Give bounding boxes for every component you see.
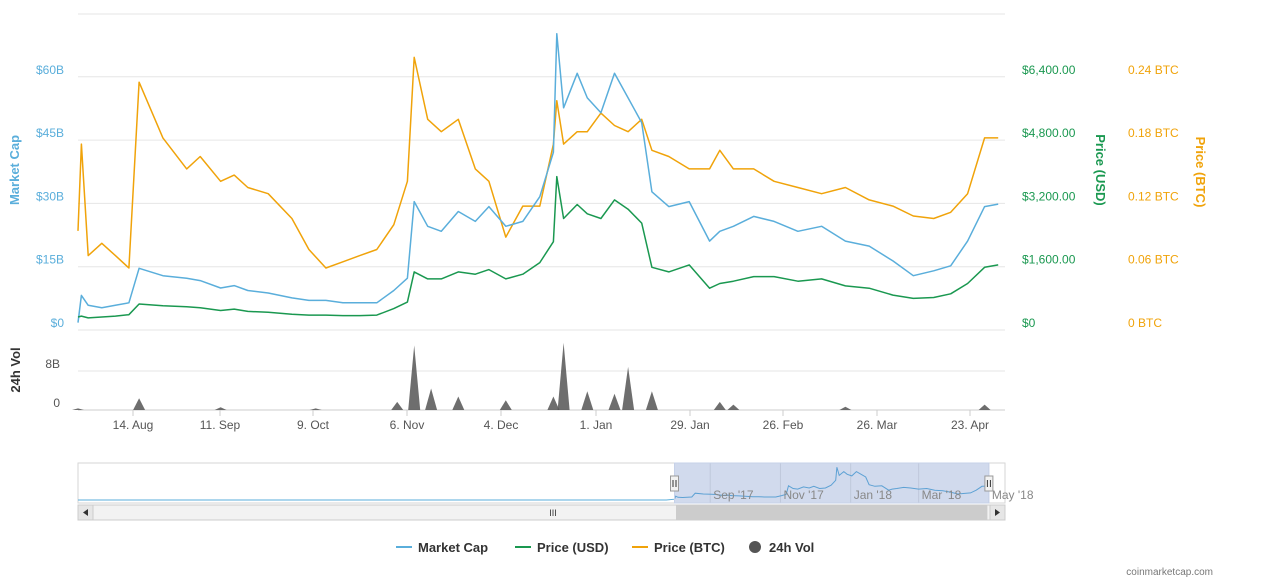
price-usd-axis: $0 $1,600.00 $3,200.00 $4,800.00 $6,400.00 bbox=[1022, 63, 1076, 330]
range-navigator[interactable]: Sep '17 Nov '17 Jan '18 Mar '18 May '18 bbox=[77, 462, 1034, 504]
price-btc-tick-label: 0.24 BTC bbox=[1128, 63, 1179, 77]
arrow-left-icon bbox=[83, 509, 88, 516]
navigator-label: Sep '17 bbox=[713, 488, 754, 502]
price-btc-tick-label: 0 BTC bbox=[1128, 316, 1162, 330]
volume-bar bbox=[133, 398, 146, 410]
market-cap-tick-label: $15B bbox=[36, 253, 64, 267]
legend-item-price-btc[interactable]: Price (BTC) bbox=[632, 540, 725, 555]
market-cap-tick-label: $60B bbox=[36, 63, 64, 77]
volume-axis-title: 24h Vol bbox=[8, 347, 23, 392]
price-btc-tick-label: 0.06 BTC bbox=[1128, 253, 1179, 267]
x-tick-label: 9. Oct bbox=[297, 418, 330, 432]
scrollbar[interactable]: III bbox=[77, 504, 1006, 521]
volume-bar bbox=[309, 408, 322, 410]
legend: Market Cap Price (USD) Price (BTC) 24h V… bbox=[396, 540, 814, 555]
x-tick-label: 14. Aug bbox=[113, 418, 154, 432]
scrollbar-thumb[interactable] bbox=[676, 505, 988, 520]
legend-label-24h-vol: 24h Vol bbox=[769, 540, 814, 555]
x-tick-label: 1. Jan bbox=[580, 418, 613, 432]
volume-bar bbox=[547, 396, 560, 410]
x-tick-label: 26. Feb bbox=[763, 418, 804, 432]
legend-item-market-cap[interactable]: Market Cap bbox=[396, 540, 488, 555]
x-tick-label: 23. Apr bbox=[951, 418, 989, 432]
volume-tick-label: 8B bbox=[45, 357, 60, 371]
legend-symbol-24h-vol bbox=[749, 541, 761, 553]
main-gridlines bbox=[78, 13, 1005, 331]
volume-tick-label: 0 bbox=[53, 396, 60, 410]
price-usd-tick-label: $3,200.00 bbox=[1022, 189, 1076, 203]
x-tick-label: 6. Nov bbox=[390, 418, 425, 432]
navigator-selected-range[interactable] bbox=[674, 462, 990, 504]
market-cap-tick-label: $0 bbox=[51, 316, 65, 330]
volume-bar bbox=[452, 396, 465, 410]
navigator-label: Jan '18 bbox=[854, 488, 893, 502]
volume-bar bbox=[622, 366, 635, 410]
price-usd-tick-label: $6,400.00 bbox=[1022, 63, 1076, 77]
date-axis: 14. Aug 11. Sep 9. Oct 6. Nov 4. Dec 1. Jan 29… bbox=[113, 410, 989, 432]
series-line-market-cap bbox=[77, 33, 999, 323]
scrollbar-grip-icon: III bbox=[549, 508, 557, 518]
price-usd-tick-label: $0 bbox=[1022, 316, 1036, 330]
series-line-price-btc bbox=[77, 56, 999, 269]
volume-bar bbox=[72, 408, 84, 410]
volume-bar bbox=[391, 401, 404, 410]
legend-item-price-usd[interactable]: Price (USD) bbox=[515, 540, 609, 555]
navigator-label: May '18 bbox=[992, 488, 1034, 502]
legend-item-24h-vol[interactable]: 24h Vol bbox=[749, 540, 814, 555]
volume-axis: 0 8B bbox=[45, 357, 60, 410]
volume-bar bbox=[645, 391, 658, 410]
navigator-labels: Sep '17 Nov '17 Jan '18 Mar '18 May '18 bbox=[713, 488, 1034, 502]
navigator-label: Mar '18 bbox=[922, 488, 962, 502]
market-cap-axis-title: Market Cap bbox=[7, 135, 22, 205]
price-btc-tick-label: 0.18 BTC bbox=[1128, 126, 1179, 140]
price-btc-axis: 0 BTC 0.06 BTC 0.12 BTC 0.18 BTC 0.24 BTC bbox=[1128, 63, 1179, 330]
volume-bar bbox=[581, 391, 594, 410]
volume-bar bbox=[425, 388, 438, 410]
volume-bar bbox=[713, 401, 726, 410]
volume-bar bbox=[499, 400, 512, 410]
price-btc-tick-label: 0.12 BTC bbox=[1128, 189, 1179, 203]
volume-bar bbox=[214, 407, 227, 410]
market-cap-axis: $0 $15B $30B $45B $60B bbox=[36, 63, 64, 330]
volume-bar bbox=[557, 342, 570, 410]
price-btc-axis-title: Price (BTC) bbox=[1193, 137, 1208, 208]
volume-bar bbox=[978, 404, 991, 410]
volume-bar bbox=[608, 393, 621, 410]
navigator-label: Nov '17 bbox=[783, 488, 824, 502]
price-series-lines bbox=[77, 33, 999, 323]
legend-label-price-btc: Price (BTC) bbox=[654, 540, 725, 555]
volume-bar bbox=[408, 345, 421, 410]
price-usd-tick-label: $1,600.00 bbox=[1022, 253, 1076, 267]
series-line-price-usd bbox=[77, 175, 999, 319]
x-tick-label: 26. Mar bbox=[857, 418, 898, 432]
x-tick-label: 11. Sep bbox=[200, 418, 241, 432]
market-cap-tick-label: $45B bbox=[36, 126, 64, 140]
legend-label-market-cap: Market Cap bbox=[418, 540, 488, 555]
credit-link[interactable]: coinmarketcap.com bbox=[1126, 567, 1213, 577]
arrow-right-icon bbox=[995, 509, 1000, 516]
volume-bar bbox=[839, 406, 852, 410]
navigator-series-line bbox=[78, 467, 987, 501]
volume-bar bbox=[727, 404, 740, 410]
left-handle-grip[interactable] bbox=[670, 475, 679, 492]
volume-panel bbox=[72, 342, 1005, 411]
price-usd-axis-title: Price (USD) bbox=[1093, 134, 1108, 206]
x-tick-label: 29. Jan bbox=[670, 418, 709, 432]
navigator-left-handle[interactable] bbox=[670, 475, 679, 492]
navigator-right-handle[interactable] bbox=[984, 475, 994, 492]
market-cap-tick-label: $30B bbox=[36, 189, 64, 203]
legend-label-price-usd: Price (USD) bbox=[537, 540, 609, 555]
price-usd-tick-label: $4,800.00 bbox=[1022, 126, 1076, 140]
x-tick-label: 4. Dec bbox=[484, 418, 519, 432]
right-handle-grip[interactable] bbox=[984, 475, 994, 492]
